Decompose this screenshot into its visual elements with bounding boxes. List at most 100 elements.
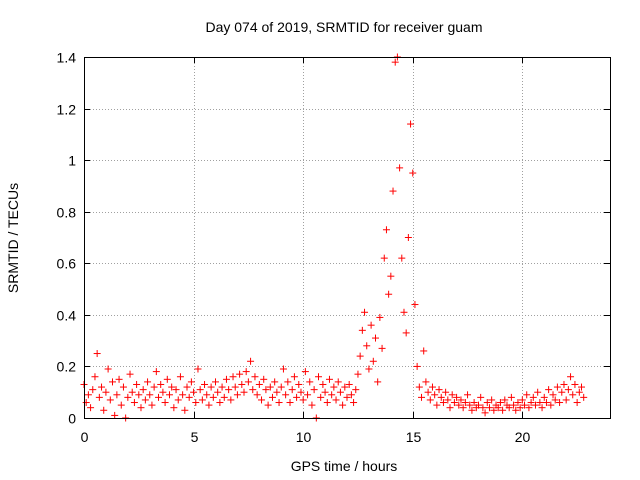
data-point bbox=[415, 383, 423, 391]
data-point bbox=[461, 399, 469, 407]
data-point bbox=[323, 399, 331, 407]
data-point bbox=[198, 396, 206, 404]
data-point bbox=[249, 386, 257, 394]
data-point bbox=[350, 399, 358, 407]
data-point bbox=[172, 386, 180, 394]
data-point bbox=[87, 404, 95, 412]
data-point bbox=[137, 404, 145, 412]
data-point bbox=[551, 396, 559, 404]
data-point bbox=[361, 308, 369, 316]
data-point bbox=[216, 399, 224, 407]
data-point bbox=[411, 301, 419, 309]
data-point bbox=[170, 404, 178, 412]
data-point bbox=[575, 388, 583, 396]
data-point bbox=[525, 404, 533, 412]
data-point bbox=[540, 393, 548, 401]
data-point bbox=[233, 391, 241, 399]
data-point bbox=[148, 401, 156, 409]
data-point bbox=[420, 347, 428, 355]
data-point bbox=[117, 401, 125, 409]
y-tick-label: 1 bbox=[68, 153, 76, 169]
x-tick-label: 20 bbox=[515, 429, 531, 445]
data-point bbox=[334, 378, 342, 386]
x-tick-label: 5 bbox=[191, 429, 199, 445]
data-point bbox=[523, 391, 531, 399]
data-point bbox=[365, 365, 373, 373]
data-point bbox=[580, 393, 588, 401]
data-point bbox=[150, 383, 158, 391]
data-point bbox=[275, 399, 283, 407]
axis-ticks: 0 0.2 0.4 0.6 0.8 1 1.2 1.4 0 5 10 15 20 bbox=[57, 50, 610, 445]
x-axis-label: GPS time / hours bbox=[291, 458, 398, 474]
data-point bbox=[279, 365, 287, 373]
data-point bbox=[141, 396, 149, 404]
data-point bbox=[152, 368, 160, 376]
data-point bbox=[111, 411, 119, 419]
data-point bbox=[293, 393, 301, 401]
data-point bbox=[181, 406, 189, 414]
y-tick-label: 1.2 bbox=[57, 102, 77, 118]
data-point bbox=[564, 386, 572, 394]
data-point bbox=[330, 383, 338, 391]
data-point bbox=[146, 391, 154, 399]
data-point bbox=[310, 386, 318, 394]
data-point bbox=[155, 393, 163, 401]
data-point bbox=[400, 308, 408, 316]
data-point bbox=[477, 393, 485, 401]
data-point bbox=[556, 399, 564, 407]
data-point bbox=[174, 396, 182, 404]
data-point bbox=[304, 391, 312, 399]
data-point bbox=[238, 380, 246, 388]
data-point bbox=[225, 386, 233, 394]
data-point bbox=[161, 399, 169, 407]
data-point bbox=[288, 386, 296, 394]
data-point bbox=[273, 388, 281, 396]
data-point bbox=[168, 383, 176, 391]
data-point bbox=[558, 388, 566, 396]
data-point bbox=[422, 378, 430, 386]
data-point bbox=[380, 254, 388, 262]
data-point bbox=[391, 58, 399, 66]
data-point bbox=[549, 391, 557, 399]
data-point bbox=[468, 406, 476, 414]
data-point bbox=[91, 373, 99, 381]
x-tick-label: 15 bbox=[406, 429, 422, 445]
data-point bbox=[382, 226, 390, 234]
data-point bbox=[264, 401, 272, 409]
data-point bbox=[479, 404, 487, 412]
data-point bbox=[470, 399, 478, 407]
data-point bbox=[98, 383, 106, 391]
data-point bbox=[505, 404, 513, 412]
data-point bbox=[93, 350, 101, 358]
data-point bbox=[560, 380, 568, 388]
data-point bbox=[437, 393, 445, 401]
data-point bbox=[286, 399, 294, 407]
data-point bbox=[84, 391, 92, 399]
data-point bbox=[242, 368, 250, 376]
y-tick-label: 0.6 bbox=[57, 256, 77, 272]
x-tick-label: 10 bbox=[296, 429, 312, 445]
data-point bbox=[510, 401, 518, 409]
data-point bbox=[547, 401, 555, 409]
data-point bbox=[205, 401, 213, 409]
data-point bbox=[356, 352, 364, 360]
y-tick-label: 1.4 bbox=[57, 50, 77, 66]
data-point bbox=[144, 378, 152, 386]
data-point bbox=[222, 375, 230, 383]
data-point bbox=[332, 396, 340, 404]
data-point bbox=[196, 386, 204, 394]
data-point bbox=[113, 391, 121, 399]
data-point bbox=[207, 383, 215, 391]
data-point bbox=[251, 373, 259, 381]
data-point bbox=[295, 380, 303, 388]
data-point bbox=[176, 373, 184, 381]
data-point bbox=[277, 383, 285, 391]
y-tick-label: 0.8 bbox=[57, 205, 77, 221]
data-point bbox=[339, 401, 347, 409]
data-point bbox=[290, 373, 298, 381]
data-point bbox=[82, 399, 90, 407]
data-point bbox=[435, 386, 443, 394]
data-point bbox=[507, 393, 515, 401]
data-point bbox=[446, 404, 454, 412]
